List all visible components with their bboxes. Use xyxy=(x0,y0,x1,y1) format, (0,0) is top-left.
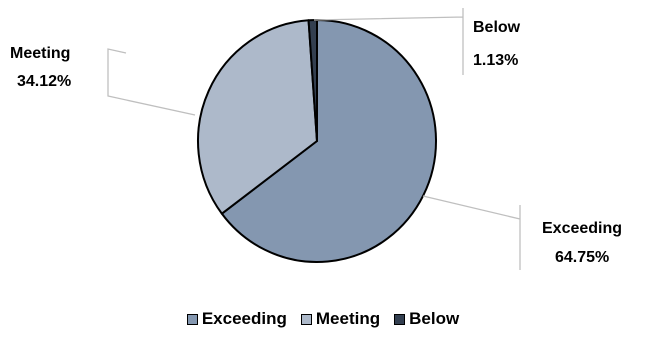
data-label-meeting-value: 34.12% xyxy=(17,73,71,90)
legend-label-meeting: Meeting xyxy=(315,309,381,328)
legend-swatch-below xyxy=(394,313,406,325)
legend-item-below: Below xyxy=(394,309,459,329)
data-label-meeting-name: Meeting xyxy=(10,45,70,62)
data-label-exceeding-value: 64.75% xyxy=(555,249,609,266)
legend-label-exceeding: Exceeding xyxy=(201,309,287,328)
leader-line-meeting xyxy=(107,48,196,116)
data-label-below-name: Below xyxy=(473,19,521,36)
data-label-below: Below 1.13% xyxy=(473,19,521,69)
leader-line-below xyxy=(313,8,464,75)
data-label-exceeding-name: Exceeding xyxy=(542,220,622,237)
data-label-exceeding: Exceeding 64.75% xyxy=(542,220,622,266)
legend-swatch-meeting xyxy=(300,313,312,325)
legend-label-below: Below xyxy=(409,309,460,328)
pie-slice-exceeding xyxy=(220,19,437,263)
chart-legend: Exceeding Meeting Below xyxy=(0,309,646,329)
pie-slice-meeting xyxy=(197,19,318,215)
data-label-below-value: 1.13% xyxy=(473,52,518,69)
leader-line-exceeding xyxy=(422,195,521,270)
legend-item-exceeding: Exceeding xyxy=(186,309,287,329)
data-label-meeting: Meeting 34.12% xyxy=(10,45,71,90)
legend-item-meeting: Meeting xyxy=(300,309,381,329)
pie-slices xyxy=(197,18,437,263)
legend-swatch-exceeding xyxy=(186,313,198,325)
